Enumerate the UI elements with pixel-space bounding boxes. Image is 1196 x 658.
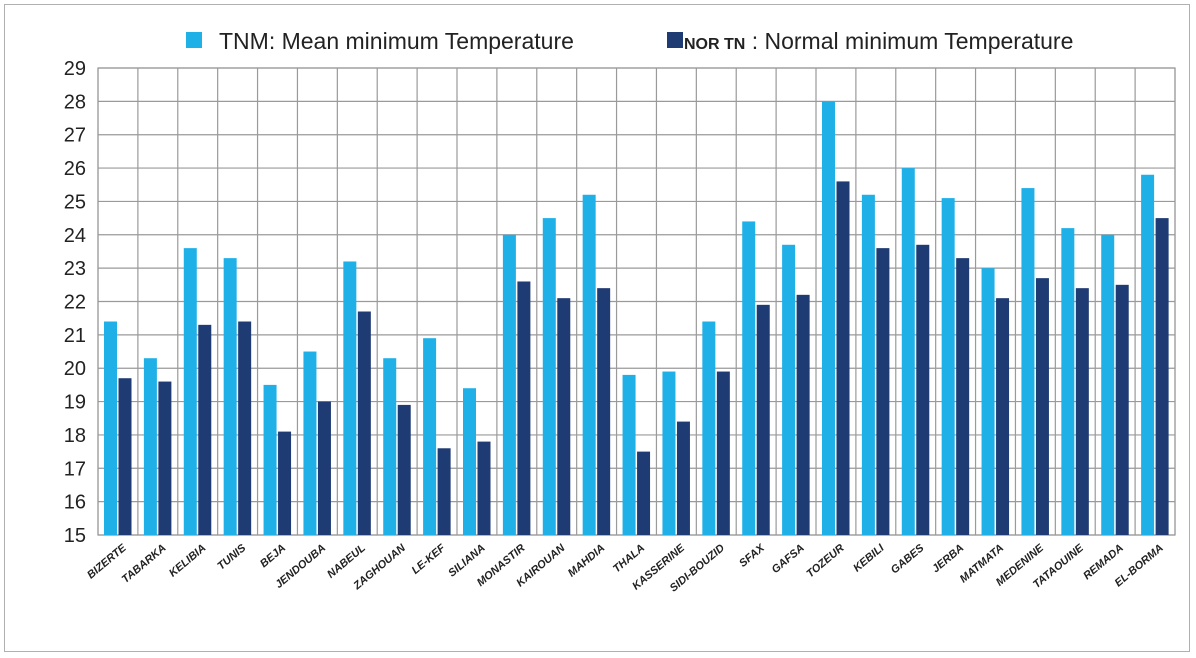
- legend-label-nor-rest: : Normal minimum Temperature: [745, 28, 1073, 54]
- bar-nor-tn: [637, 451, 651, 535]
- bar-tnm: [742, 221, 756, 535]
- x-tick-label: THALA: [611, 542, 647, 575]
- bar-nor-tn: [278, 431, 292, 535]
- bar-nor-tn: [317, 401, 331, 535]
- bar-nor-tn: [996, 298, 1010, 535]
- x-tick-label: GABES: [889, 542, 927, 577]
- y-tick-label: 28: [64, 91, 86, 113]
- bar-tnm: [941, 198, 955, 536]
- bar-tnm: [542, 218, 556, 535]
- bar-tnm: [1101, 234, 1115, 536]
- x-tick-label: BEJA: [258, 542, 288, 570]
- bar-tnm: [143, 358, 157, 535]
- bar-nor-tn: [238, 321, 252, 535]
- bar-nor-tn: [118, 378, 132, 535]
- y-tick-label: 27: [64, 125, 86, 147]
- bar-nor-tn: [1075, 288, 1089, 535]
- bar-nor-tn: [597, 288, 611, 535]
- y-tick-label: 16: [64, 492, 86, 514]
- bar-nor-tn: [916, 244, 930, 536]
- y-tick-label: 19: [64, 392, 86, 414]
- bar-nor-tn: [557, 298, 571, 535]
- bar-tnm: [861, 194, 875, 535]
- x-tick-label: TABARKA: [120, 542, 169, 586]
- x-tick-label: GAFSA: [770, 542, 807, 576]
- bar-tnm: [183, 248, 197, 535]
- x-tick-label: KELIBIA: [167, 542, 208, 580]
- bar-tnm: [622, 374, 636, 535]
- bar-chart: TNM: Mean minimum Temperature NOR TN : N…: [64, 28, 1176, 595]
- bar-tnm: [662, 371, 676, 535]
- bar-nor-tn: [676, 421, 690, 535]
- y-tick-label: 24: [64, 225, 86, 247]
- bar-nor-tn: [836, 181, 850, 535]
- bar-tnm: [1021, 188, 1035, 536]
- bars: [104, 101, 1169, 536]
- bar-tnm: [981, 268, 995, 535]
- bar-tnm: [901, 168, 915, 536]
- legend-label-nor-prefix: NOR TN: [684, 36, 745, 53]
- bar-nor-tn: [756, 304, 770, 535]
- bar-tnm: [822, 101, 835, 535]
- bar-nor-tn: [357, 311, 371, 535]
- bar-nor-tn: [397, 404, 411, 535]
- bar-tnm: [1061, 228, 1075, 535]
- y-tick-label: 21: [64, 325, 86, 347]
- bar-tnm: [223, 258, 237, 535]
- x-tick-label: TUNIS: [215, 542, 249, 573]
- y-axis-ticks: 15 16 17 18 19 20 21 22 23 24 25 26 27 28 29: [64, 58, 86, 547]
- bar-nor-tn: [1115, 284, 1129, 535]
- bar-tnm: [502, 234, 516, 536]
- x-tick-label: SFAX: [737, 542, 767, 570]
- bar-nor-tn: [876, 248, 890, 535]
- bar-nor-tn: [956, 258, 970, 535]
- x-tick-label: MAHDIA: [566, 542, 607, 580]
- legend-swatch-nor: [667, 32, 683, 48]
- legend-label-tnm: TNM: Mean minimum Temperature: [219, 28, 574, 54]
- bar-tnm: [303, 351, 317, 535]
- y-tick-label: 22: [64, 292, 86, 314]
- y-tick-label: 26: [64, 158, 86, 180]
- bar-nor-tn: [1035, 278, 1049, 535]
- bar-tnm: [104, 321, 117, 535]
- bar-nor-tn: [158, 381, 172, 535]
- bar-tnm: [582, 194, 596, 535]
- y-tick-label: 17: [64, 458, 86, 480]
- bar-nor-tn: [437, 448, 451, 535]
- bar-nor-tn: [198, 324, 212, 535]
- bar-nor-tn: [716, 371, 730, 535]
- bar-nor-tn: [477, 441, 491, 535]
- legend: TNM: Mean minimum Temperature NOR TN : N…: [186, 28, 1073, 54]
- bar-nor-tn: [796, 294, 810, 535]
- bar-nor-tn: [517, 281, 531, 535]
- bar-tnm: [263, 384, 277, 535]
- bar-tnm: [1141, 174, 1155, 535]
- y-tick-label: 25: [64, 191, 86, 213]
- y-tick-label: 20: [64, 358, 86, 380]
- bar-nor-tn: [1155, 218, 1169, 535]
- legend-swatch-tnm: [186, 32, 202, 48]
- bar-tnm: [702, 321, 716, 535]
- bar-tnm: [343, 261, 357, 535]
- grid: [97, 67, 1176, 536]
- y-tick-label: 18: [64, 425, 86, 447]
- bar-tnm: [383, 358, 397, 535]
- x-tick-label: TOZEUR: [804, 542, 846, 580]
- y-tick-label: 29: [64, 58, 86, 80]
- x-tick-label: KEBILI: [851, 542, 887, 575]
- bar-tnm: [782, 244, 796, 536]
- bar-tnm: [463, 388, 476, 535]
- chart-frame: TNM: Mean minimum Temperature NOR TN : N…: [4, 4, 1190, 652]
- x-tick-label: LE-KEF: [410, 542, 448, 577]
- x-tick-label: JERBA: [930, 542, 966, 575]
- legend-label-nor: NOR TN : Normal minimum Temperature: [684, 28, 1073, 54]
- y-tick-label: 15: [64, 525, 86, 547]
- bar-tnm: [423, 338, 437, 535]
- y-tick-label: 23: [64, 258, 86, 280]
